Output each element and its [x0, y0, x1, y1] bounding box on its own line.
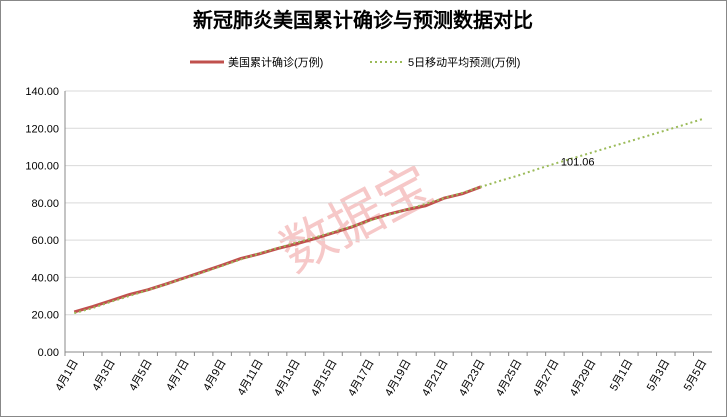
y-tick-label: 60.00: [31, 235, 59, 247]
chart-title: 新冠肺炎美国累计确诊与预测数据对比: [193, 8, 533, 32]
y-tick-label: 140.00: [25, 86, 59, 98]
y-tick-label: 120.00: [25, 123, 59, 135]
y-tick-label: 0.00: [38, 347, 59, 359]
legend-label: 美国累计确诊(万例): [228, 55, 323, 69]
legend-label: 5日移动平均预测(万例): [408, 55, 520, 69]
data-label: 101.06: [561, 157, 595, 169]
y-tick-label: 20.00: [31, 310, 59, 322]
y-tick-label: 100.00: [25, 161, 59, 173]
y-tick-label: 40.00: [31, 272, 59, 284]
y-tick-label: 80.00: [31, 198, 59, 210]
